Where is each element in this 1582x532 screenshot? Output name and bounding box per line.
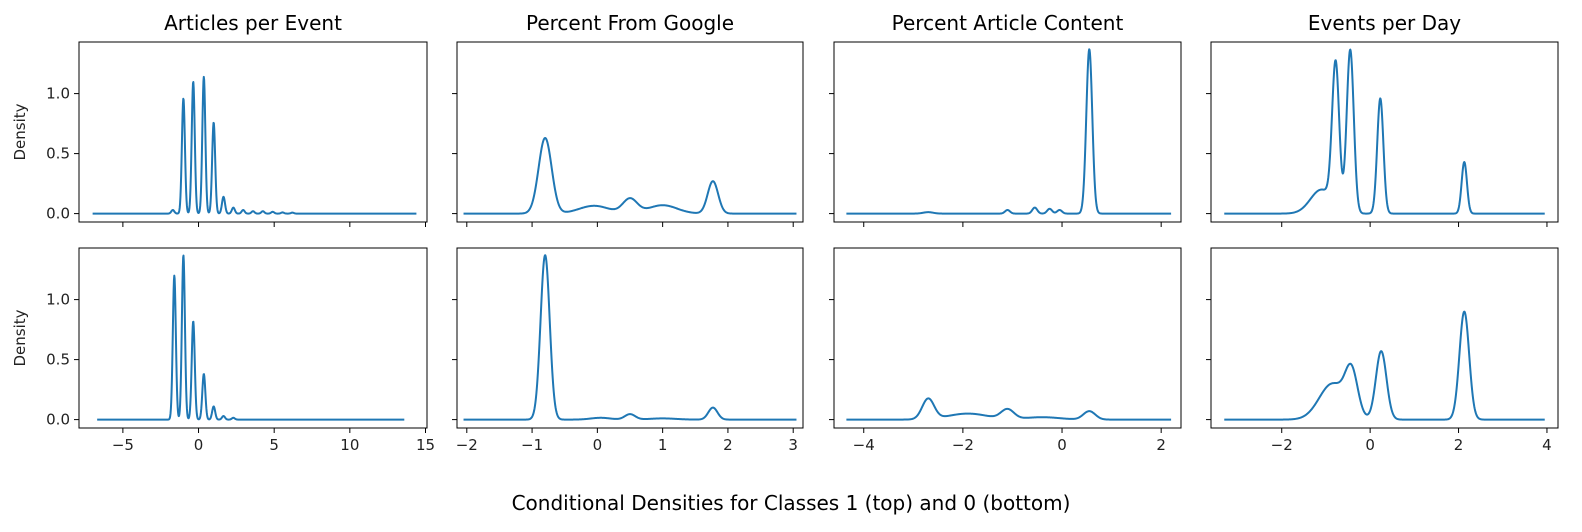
panel-title: Percent From Google: [526, 11, 734, 35]
x-tick-label: 10: [340, 436, 359, 454]
panel-top-4: Events per Day: [1206, 11, 1559, 227]
axes-frame: [833, 41, 1182, 223]
panel-bottom-2: −2 −1 0 1 2 3: [452, 247, 804, 454]
axes-frame: [78, 247, 428, 429]
x-tick-label: −2: [1271, 436, 1293, 454]
y-tick-label: 1.0: [46, 85, 70, 103]
y-tick-label: 0.5: [46, 145, 70, 163]
panel-top-3: Percent Article Content: [829, 11, 1182, 227]
y-tick-label: 1.0: [46, 291, 70, 309]
x-tick-label: 1: [658, 436, 668, 454]
figure-suptitle: Conditional Densities for Classes 1 (top…: [512, 491, 1071, 515]
axes-frame: [1210, 41, 1559, 223]
density-curve: [96, 254, 405, 421]
axes-frame: [456, 247, 804, 429]
x-tick-label: 0: [1365, 436, 1375, 454]
x-tick-label: 5: [269, 436, 279, 454]
x-tick-label: −2: [952, 436, 974, 454]
x-tick-label: 2: [1454, 436, 1464, 454]
x-tick-label: 0: [593, 436, 603, 454]
x-tick-label: 15: [416, 436, 435, 454]
y-axis-label: Density: [11, 309, 29, 366]
axes-frame: [1210, 247, 1559, 429]
x-tick-label: 2: [1156, 436, 1166, 454]
x-tick-label: 0: [194, 436, 204, 454]
panel-top-1: 0.0 0.5 1.0 Articles per Event Density: [11, 11, 428, 227]
panel-top-2: Percent From Google: [452, 11, 804, 227]
x-tick-label: 4: [1542, 436, 1552, 454]
panel-title: Percent Article Content: [892, 11, 1124, 35]
panels-group: 0.0 0.5 1.0 Articles per Event Density Percen…: [11, 11, 1559, 454]
panel-bottom-3: −4 −2 0 2: [829, 247, 1182, 454]
density-curve: [1223, 48, 1546, 215]
y-tick-label: 0.0: [46, 205, 70, 223]
panel-bottom-1: −5 0 5 10 15 0.0 0.5 1.0 Density: [11, 247, 435, 454]
axes-frame: [78, 41, 428, 223]
y-tick-label: 0.5: [46, 351, 70, 369]
x-tick-label: −1: [521, 436, 543, 454]
x-tick-label: −2: [456, 436, 478, 454]
panel-title: Events per Day: [1308, 11, 1461, 35]
panel-title: Articles per Event: [164, 11, 342, 35]
density-curve: [462, 136, 798, 215]
axes-frame: [456, 41, 804, 223]
density-curve: [462, 254, 798, 421]
panel-bottom-4: −2 0 2 4: [1206, 247, 1559, 454]
density-curve: [845, 48, 1172, 215]
density-curve: [91, 75, 418, 215]
x-tick-label: −5: [112, 436, 134, 454]
density-curve: [1223, 310, 1546, 421]
y-tick-label: 0.0: [46, 411, 70, 429]
x-tick-label: 2: [723, 436, 733, 454]
y-axis-label: Density: [11, 103, 29, 160]
x-tick-label: 0: [1057, 436, 1067, 454]
density-curve: [845, 397, 1172, 421]
axes-frame: [833, 247, 1182, 429]
x-tick-label: −4: [853, 436, 875, 454]
x-tick-label: 3: [788, 436, 798, 454]
